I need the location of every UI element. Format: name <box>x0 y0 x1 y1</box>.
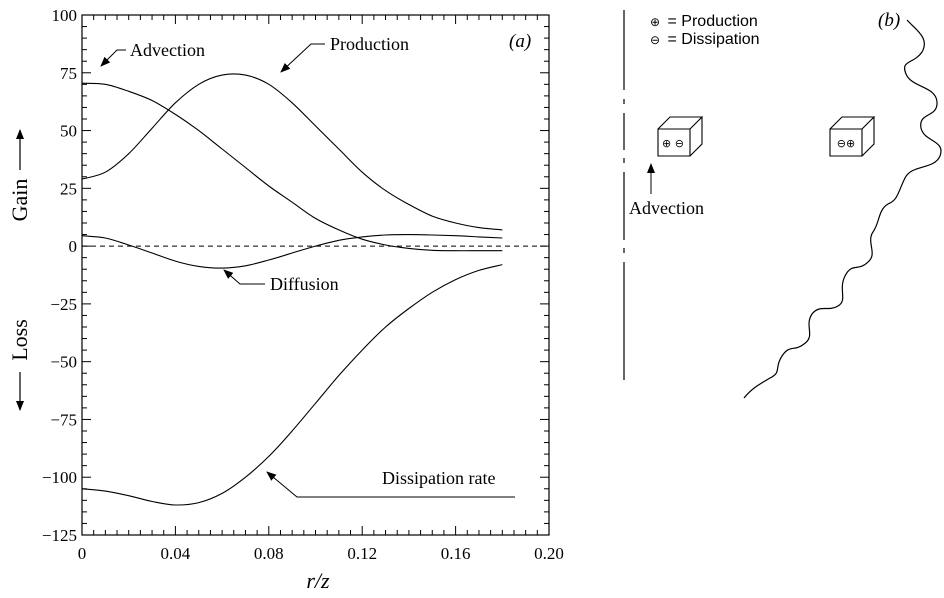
advection-label-b: Advection <box>629 198 704 218</box>
y-tick-label: −75 <box>50 410 77 429</box>
x-tick-label: 0.20 <box>534 544 564 563</box>
annotation-dissipation: Dissipation rate <box>266 468 515 498</box>
y-axis-gain-label: Gain <box>7 179 32 222</box>
series-layer <box>81 73 503 506</box>
legend-production-symbol: ⊕ <box>650 15 660 29</box>
fluid-element-box-left: ⊕ ⊖ <box>657 116 704 157</box>
y-axis-loss-label: Loss <box>7 319 32 361</box>
tick-layer <box>81 14 550 536</box>
y-tick-label: −50 <box>50 353 77 372</box>
annotation-advection-label: Advection <box>130 40 205 60</box>
legend-dissipation-text: = Dissipation <box>668 31 760 48</box>
x-axis-label: r/z <box>306 568 330 593</box>
annotation-diffusion-arrow <box>223 269 265 285</box>
y-tick-label: 75 <box>60 64 77 83</box>
annotation-dissipation-arrow <box>266 471 515 498</box>
annotation-dissipation-label: Dissipation rate <box>382 468 495 488</box>
x-tick-label: 0.08 <box>254 544 284 563</box>
legend-production-text: = Production <box>668 13 758 30</box>
x-tick-label: 0 <box>78 544 87 563</box>
y-tick-label: 50 <box>60 122 77 141</box>
schematic-legend: ⊕ = Production ⊖ = Dissipation <box>650 13 760 48</box>
box-left-symbols: ⊕ ⊖ <box>662 137 684 150</box>
series-line-dissipation-rate <box>81 264 503 506</box>
y-tick-label: −125 <box>42 526 77 545</box>
annotation-production-arrow <box>280 43 325 73</box>
box-right-symbols: ⊖⊕ <box>837 137 855 150</box>
jet-boundary <box>743 19 942 399</box>
x-tick-label: 0.16 <box>441 544 471 563</box>
annotation-production-label: Production <box>330 34 409 54</box>
y-tick-label: 25 <box>60 179 77 198</box>
annotation-production: Production <box>280 34 409 73</box>
x-tick-labels: 0 0.04 0.08 0.12 0.16 0.20 <box>78 544 564 563</box>
y-tick-label: 100 <box>52 6 78 25</box>
x-tick-label: 0.12 <box>347 544 377 563</box>
panel-label-b: (b) <box>878 10 900 31</box>
y-tick-label: −25 <box>50 295 77 314</box>
series-line-production <box>81 73 503 231</box>
annotation-advection-arrow <box>100 49 126 67</box>
y-tick-label: −100 <box>42 468 77 487</box>
legend-production: ⊕ = Production <box>650 13 758 30</box>
annotation-diffusion-label: Diffusion <box>270 274 339 294</box>
annotation-diffusion: Diffusion <box>223 269 339 294</box>
y-axis-gain: Gain <box>7 129 32 222</box>
schematic-panel-b: (b) ⊕ = Production ⊖ = Dissipation ⊕ ⊖ <box>623 10 942 399</box>
legend-dissipation-symbol: ⊖ <box>650 33 660 47</box>
y-axis-loss: Loss <box>7 319 32 411</box>
panel-label-a: (a) <box>509 31 531 52</box>
annotation-advection: Advection <box>100 40 205 67</box>
series-line-diffusion <box>81 234 503 269</box>
series-line-advection <box>81 82 503 252</box>
chart-panel-a: 100 75 50 25 0 −25 −50 −75 −100 −125 0 0.04 0.08 0.1… <box>7 6 564 593</box>
legend-dissipation: ⊖ = Dissipation <box>650 31 760 48</box>
y-tick-labels: 100 75 50 25 0 −25 −50 −75 −100 −125 <box>42 6 77 545</box>
fluid-element-box-right: ⊖⊕ <box>829 116 876 157</box>
y-tick-label: 0 <box>69 237 78 256</box>
x-tick-label: 0.04 <box>161 544 191 563</box>
